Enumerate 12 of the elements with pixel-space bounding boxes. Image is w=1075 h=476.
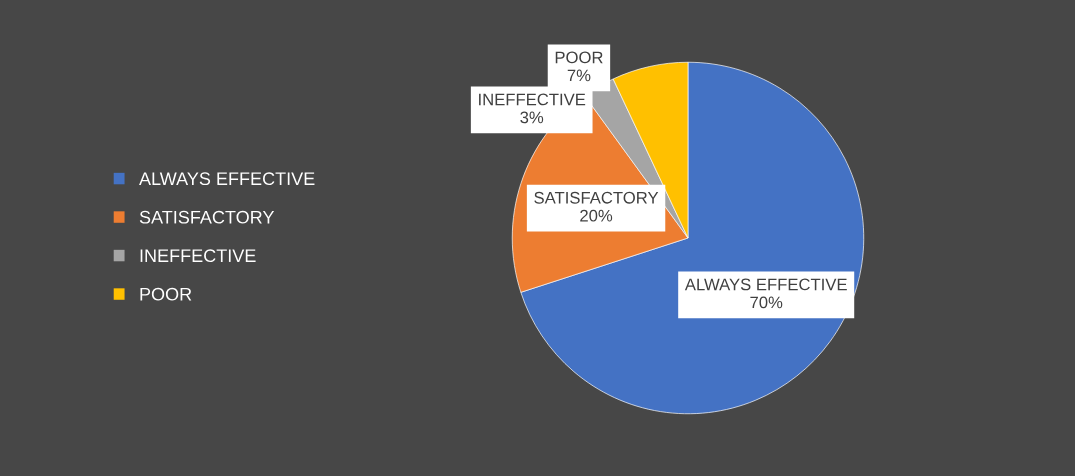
legend-label: INEFFECTIVE (140, 249, 256, 263)
slice-label: INEFFECTIVE (479, 93, 586, 106)
slice-label: POOR (555, 51, 603, 64)
data-label: 70% (750, 296, 783, 309)
legend-label: ALWAYS EFFECTIVE (139, 172, 315, 186)
slice-label: SATISFACTORY (534, 191, 659, 204)
data-label: 3% (520, 111, 544, 124)
data-label: 7% (567, 69, 591, 82)
data-label: 20% (580, 209, 613, 222)
slice-label: ALWAYS EFFECTIVE (684, 278, 847, 291)
legend-label: POOR (140, 287, 192, 301)
legend-label: SATISFACTORY (139, 210, 275, 224)
